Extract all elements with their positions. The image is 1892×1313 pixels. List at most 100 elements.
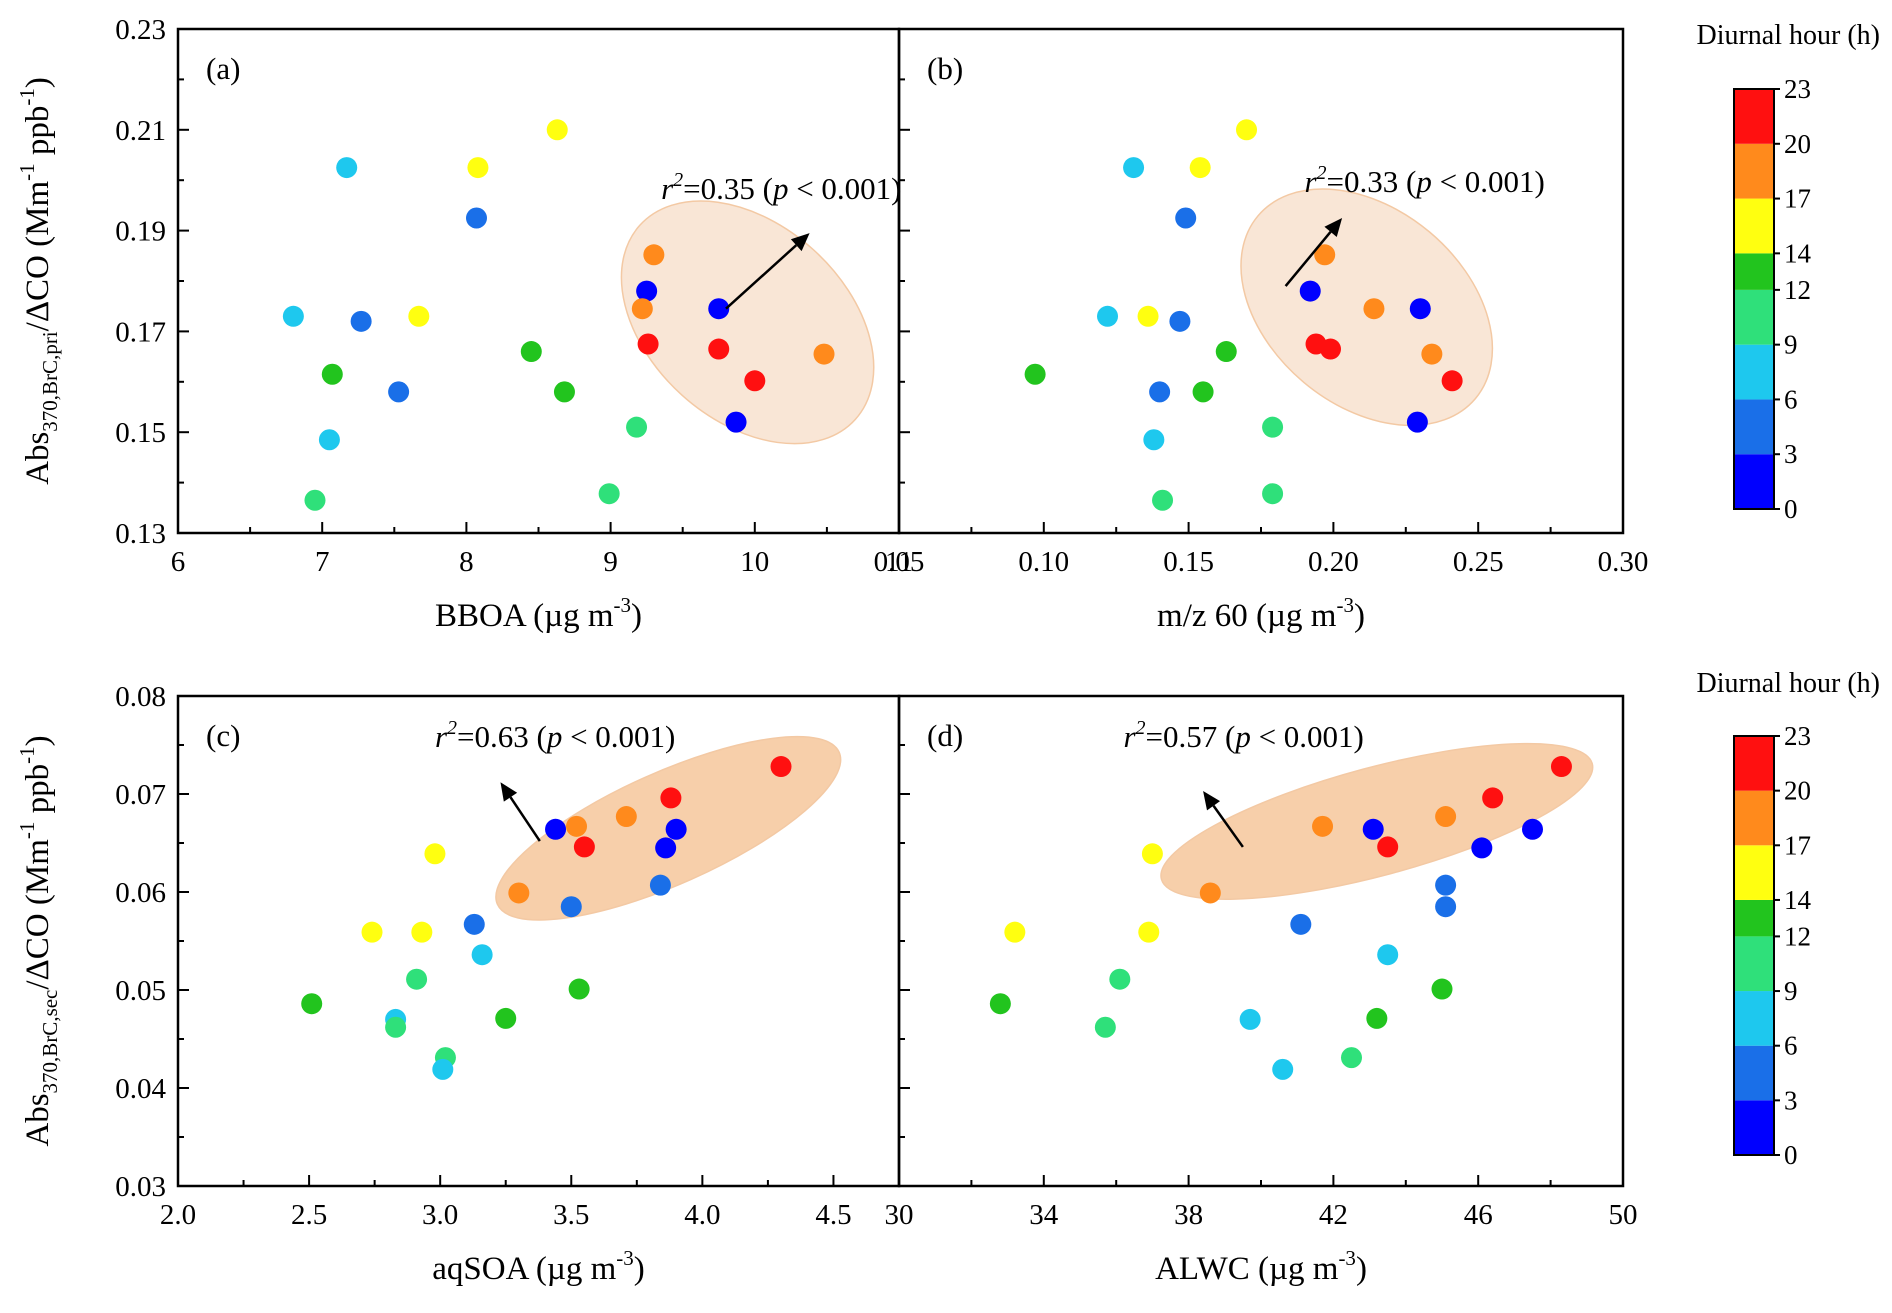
x-axis-label: aqSOA (µg m-3) [432, 1246, 645, 1287]
y-tick-label: 0.05 [115, 975, 166, 1007]
data-point [411, 921, 433, 943]
colorbar-tick-label: 12 [1784, 275, 1811, 305]
data-point [1341, 1047, 1362, 1069]
panel-label: (d) [927, 718, 963, 753]
x-tick-label: 34 [1029, 1199, 1059, 1231]
data-point [1109, 968, 1131, 990]
annotation-arrow [1284, 231, 1332, 287]
data-point [1314, 244, 1336, 266]
colorbar-segment [1734, 1045, 1774, 1101]
data-point [1441, 370, 1463, 392]
data-point [1290, 913, 1312, 935]
arrow-head [1324, 218, 1343, 237]
colorbar-frame [1733, 735, 1775, 1156]
data-point [708, 338, 730, 360]
data-point [643, 244, 665, 266]
x-axis-label: m/z 60 (µg m-3) [1157, 593, 1365, 634]
correlation-annotation: r2=0.35 (p < 0.001) [661, 169, 901, 206]
data-point [725, 411, 747, 433]
data-point [1366, 1007, 1388, 1029]
colorbar-tick-label: 6 [1784, 1031, 1798, 1061]
colorbar-tick-label: 6 [1784, 384, 1798, 414]
data-point [1094, 1016, 1116, 1038]
colorbar-segment [1734, 454, 1774, 509]
colorbar-title: Diurnal hour (h) [1696, 668, 1880, 699]
data-point [495, 1007, 517, 1029]
data-point [301, 993, 323, 1015]
data-point [388, 381, 410, 403]
colorbar-segment [1734, 143, 1774, 199]
arrow-head [1203, 791, 1221, 811]
colorbar-segment [1734, 289, 1774, 345]
colorbar-tick-label: 20 [1784, 776, 1811, 806]
x-tick-label: 11 [885, 546, 913, 578]
data-point [1138, 921, 1160, 943]
data-point [385, 1016, 407, 1038]
data-point [1431, 978, 1453, 1000]
data-point [1239, 1008, 1261, 1030]
data-point [813, 343, 835, 365]
data-point [573, 836, 595, 858]
data-point [1024, 363, 1046, 385]
x-tick-label: 2.0 [160, 1199, 196, 1231]
data-point [1471, 837, 1493, 859]
colorbar-tick-label: 12 [1784, 921, 1811, 951]
x-tick-label: 7 [315, 546, 330, 578]
x-tick-label: 50 [1609, 1199, 1638, 1231]
data-point [1097, 305, 1119, 327]
data-point [655, 837, 677, 859]
x-tick-label: 0.25 [1453, 546, 1504, 578]
colorbar-title: Diurnal hour (h) [1696, 20, 1880, 51]
data-point [463, 913, 485, 935]
colorbar-segment [1734, 899, 1774, 937]
arrow-head [790, 233, 810, 252]
y-tick-label: 0.08 [115, 681, 166, 713]
colorbar-tick-label: 14 [1784, 885, 1812, 915]
data-point [631, 298, 653, 320]
colorbar-segment [1734, 253, 1774, 290]
x-tick-label: 2.5 [291, 1199, 327, 1231]
x-tick-label: 6 [171, 546, 186, 578]
data-point [1550, 756, 1572, 778]
colorbar: 0 3 6 9 12 14 17 20 23 Diurnal hour (h) [1696, 668, 1880, 1170]
data-point [424, 843, 446, 865]
data-point [304, 489, 326, 511]
data-point [471, 944, 493, 966]
data-point [553, 381, 575, 403]
y-axis-label: Abs370,BrC,pri/ΔCO (Mm-1 ppb-1) [15, 77, 62, 485]
data-point [350, 310, 372, 332]
annotation-arrow [725, 244, 798, 310]
y-tick-label: 0.17 [115, 316, 166, 348]
x-tick-label: 30 [885, 1199, 914, 1231]
data-point [336, 157, 358, 179]
colorbar-tick-label: 23 [1784, 721, 1811, 751]
data-point [649, 874, 671, 896]
x-tick-label: 38 [1174, 1199, 1203, 1231]
data-point [770, 756, 792, 778]
data-point [1175, 207, 1197, 229]
x-tick-label: 0.15 [1163, 546, 1214, 578]
colorbar-segment [1734, 936, 1774, 992]
x-axis-label: ALWC (µg m-3) [1155, 1246, 1367, 1287]
data-point [1272, 1058, 1294, 1080]
data-point [520, 341, 542, 363]
x-tick-label: 8 [459, 546, 474, 578]
colorbar-tick-label: 23 [1784, 74, 1811, 104]
x-tick-label: 3.0 [422, 1199, 458, 1231]
data-point [406, 968, 428, 990]
panel-label: (c) [206, 718, 240, 753]
annotation-arrow [1212, 804, 1244, 848]
data-point [545, 818, 567, 840]
data-point [1215, 341, 1237, 363]
data-point [598, 483, 620, 505]
correlation-annotation: r2=0.57 (p < 0.001) [1123, 717, 1363, 754]
data-point [508, 882, 530, 904]
data-point [560, 896, 582, 918]
data-point [1320, 338, 1342, 360]
data-point [318, 429, 340, 451]
correlation-annotation: r2=0.33 (p < 0.001) [1304, 162, 1544, 199]
colorbar-segment [1734, 790, 1774, 846]
colorbar-segment [1734, 845, 1774, 900]
data-point [1406, 411, 1428, 433]
data-point [665, 818, 687, 840]
